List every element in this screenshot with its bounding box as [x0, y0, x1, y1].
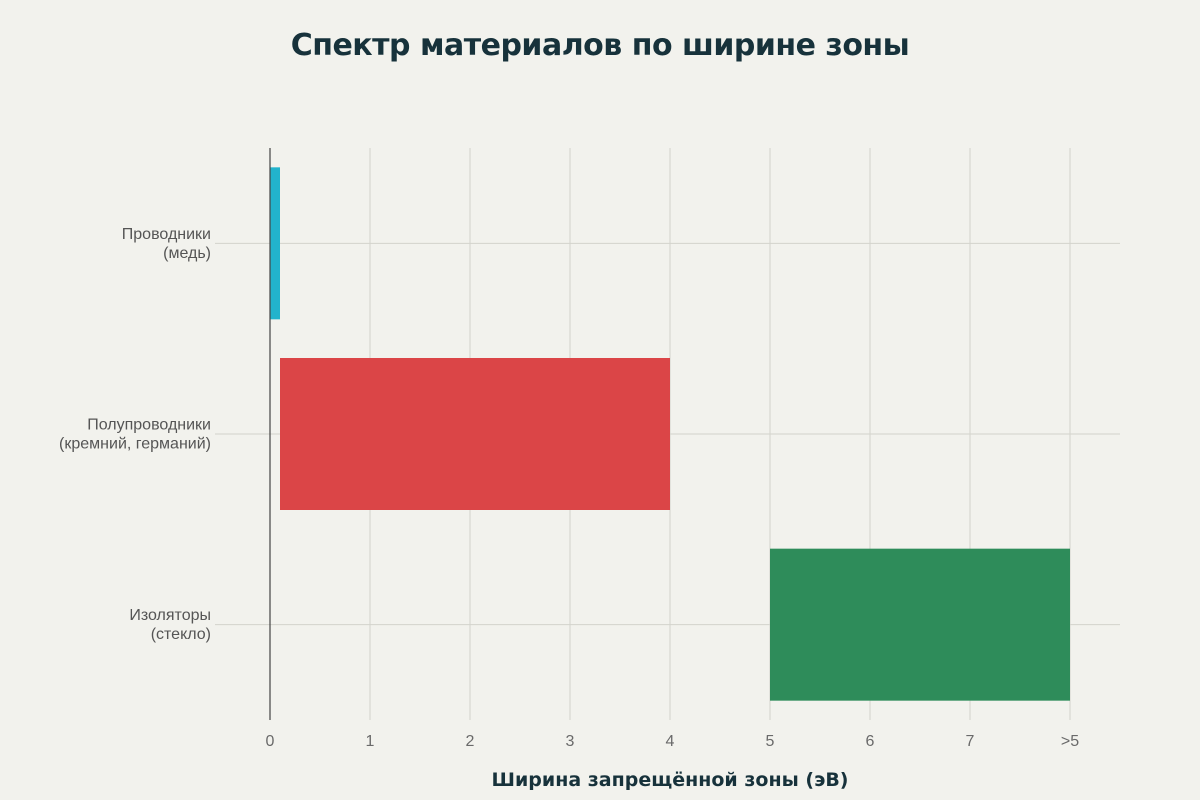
bar-conductors	[270, 167, 280, 320]
x-tick-label: 2	[466, 733, 475, 750]
x-tick-label: >5	[1061, 733, 1079, 750]
x-tick-label: 5	[766, 733, 775, 750]
category-label-semiconductors: Полупроводники	[87, 417, 211, 434]
category-label-insulators: Изоляторы	[129, 607, 211, 624]
x-tick-label: 0	[266, 733, 275, 750]
category-label-insulators: (стекло)	[151, 626, 211, 643]
labels: 0 1 2 3 4 5 6 7 >5 Проводники (медь) Полупроводники…	[59, 226, 1079, 791]
chart-title: Спектр материалов по ширине зоны	[290, 28, 910, 63]
x-tick-label: 1	[366, 733, 375, 750]
bar-insulators	[770, 548, 1070, 701]
x-tick-label: 3	[566, 733, 575, 750]
bars	[270, 167, 1070, 701]
category-label-semiconductors: (кремний, германий)	[59, 436, 211, 453]
x-tick-label: 7	[966, 733, 975, 750]
bar-semiconductors	[280, 358, 670, 510]
x-tick-label: 4	[666, 733, 675, 750]
x-axis-title: Ширина запрещённой зоны (эВ)	[492, 769, 849, 791]
category-label-conductors: (медь)	[163, 245, 211, 262]
category-label-conductors: Проводники	[122, 226, 211, 243]
x-tick-label: 6	[866, 733, 875, 750]
